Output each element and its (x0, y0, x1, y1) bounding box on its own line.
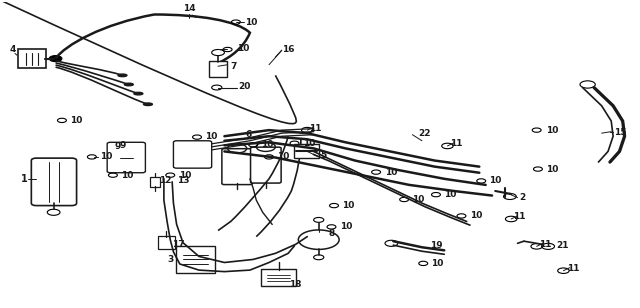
Ellipse shape (143, 103, 152, 106)
Text: 7: 7 (231, 62, 237, 71)
Text: 22: 22 (418, 129, 431, 138)
FancyBboxPatch shape (158, 236, 175, 249)
Text: 9: 9 (120, 141, 126, 150)
FancyBboxPatch shape (209, 61, 227, 78)
FancyBboxPatch shape (222, 149, 252, 184)
Text: 10: 10 (431, 259, 444, 268)
Text: 10: 10 (444, 190, 456, 199)
Text: 10: 10 (412, 195, 425, 204)
Ellipse shape (118, 74, 127, 77)
FancyBboxPatch shape (250, 147, 281, 183)
Text: 18: 18 (289, 280, 302, 289)
FancyBboxPatch shape (173, 141, 212, 168)
Text: 3: 3 (167, 255, 173, 264)
Text: 10: 10 (261, 140, 274, 149)
Text: 10: 10 (205, 132, 218, 141)
Text: 10: 10 (490, 176, 502, 185)
Text: 6: 6 (246, 130, 252, 139)
Text: 10: 10 (100, 152, 113, 161)
Text: 10: 10 (70, 116, 83, 125)
Circle shape (49, 55, 62, 62)
Text: 12: 12 (159, 176, 172, 185)
Text: 16: 16 (282, 45, 294, 54)
Text: 11: 11 (309, 124, 322, 133)
Text: 17: 17 (172, 240, 185, 249)
Text: 20: 20 (239, 82, 251, 91)
Text: 10: 10 (245, 18, 257, 26)
Ellipse shape (124, 83, 133, 86)
Text: 15: 15 (614, 128, 627, 137)
Text: 14: 14 (183, 4, 196, 13)
Ellipse shape (134, 92, 143, 95)
Text: 1: 1 (21, 174, 28, 184)
Text: 10: 10 (546, 164, 559, 174)
Text: 10: 10 (179, 171, 191, 180)
Text: 21: 21 (556, 241, 568, 250)
Text: 11: 11 (567, 264, 580, 273)
Text: 19: 19 (429, 241, 442, 250)
Text: 10: 10 (340, 222, 353, 231)
Text: 9: 9 (114, 142, 120, 151)
FancyBboxPatch shape (107, 142, 145, 173)
Text: 11: 11 (450, 139, 463, 148)
Text: 2: 2 (520, 193, 525, 202)
Text: 5: 5 (320, 152, 326, 160)
FancyBboxPatch shape (18, 49, 46, 68)
Text: 11: 11 (539, 240, 551, 249)
Text: 10: 10 (277, 152, 290, 161)
Text: 10: 10 (545, 126, 558, 135)
FancyBboxPatch shape (150, 177, 160, 187)
Text: 10: 10 (121, 171, 134, 180)
FancyBboxPatch shape (260, 269, 296, 286)
FancyBboxPatch shape (31, 158, 77, 205)
Text: 10: 10 (342, 201, 355, 210)
FancyBboxPatch shape (176, 246, 216, 273)
Text: 4: 4 (10, 45, 16, 54)
Text: 10: 10 (470, 211, 483, 221)
Text: 10: 10 (303, 139, 315, 148)
FancyBboxPatch shape (294, 144, 319, 158)
Text: 13: 13 (177, 176, 189, 185)
Text: 8: 8 (329, 229, 335, 238)
Text: 10: 10 (385, 168, 397, 176)
Text: 11: 11 (513, 212, 525, 221)
Text: 10: 10 (237, 44, 250, 53)
